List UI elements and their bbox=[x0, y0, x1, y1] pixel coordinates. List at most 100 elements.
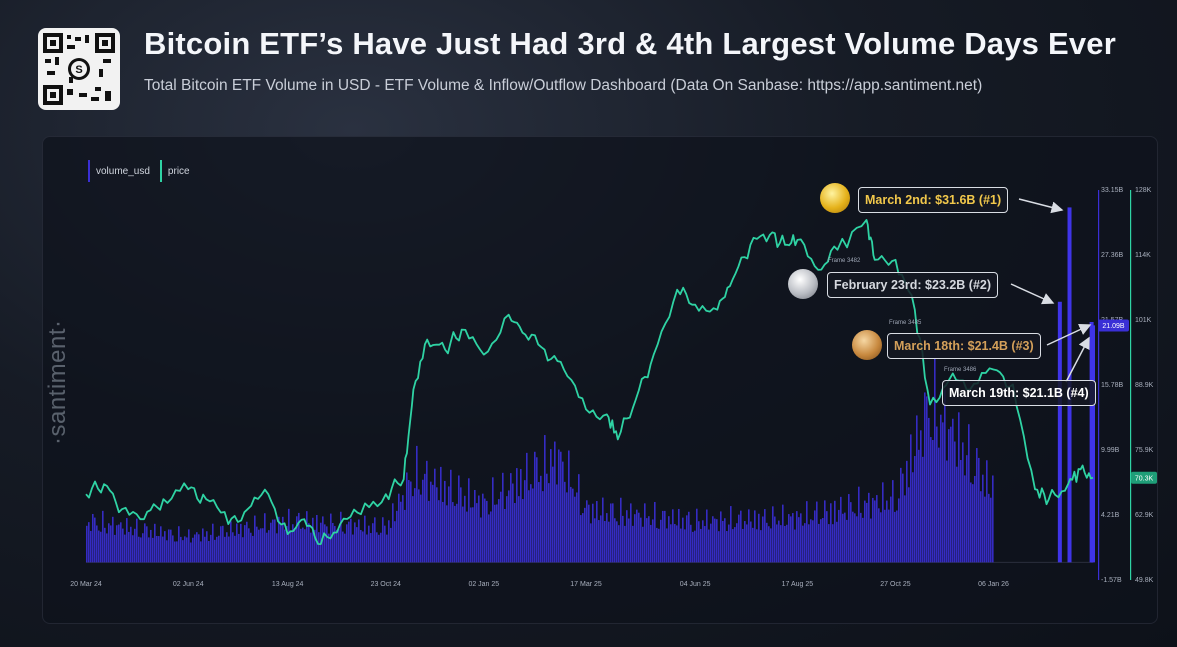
volume-bar bbox=[532, 488, 534, 563]
callout-arrow bbox=[1010, 283, 1055, 305]
volume-bar bbox=[848, 494, 850, 563]
volume-bar bbox=[464, 495, 466, 563]
volume-bar bbox=[956, 466, 958, 563]
volume-bar bbox=[362, 531, 364, 563]
x-axis-tick-label: 04 Jun 25 bbox=[680, 581, 711, 588]
volume-bar bbox=[92, 513, 94, 563]
volume-bar bbox=[216, 536, 218, 563]
volume-bar bbox=[944, 390, 946, 563]
volume-bar bbox=[334, 526, 336, 563]
volume-bar bbox=[318, 532, 320, 563]
volume-bar bbox=[540, 475, 542, 563]
volume-bar bbox=[676, 525, 678, 563]
volume-bar bbox=[336, 529, 338, 563]
legend-item-price[interactable]: price bbox=[159, 160, 190, 182]
volume-bar bbox=[316, 514, 318, 563]
volume-bar bbox=[418, 489, 420, 563]
volume-bar bbox=[732, 529, 734, 563]
volume-bar bbox=[638, 512, 640, 563]
volume-bar bbox=[960, 459, 962, 563]
volume-bar bbox=[610, 503, 612, 563]
volume-bar bbox=[456, 503, 458, 563]
volume-bar bbox=[132, 535, 134, 563]
volume-bar bbox=[346, 524, 348, 563]
volume-bar bbox=[846, 519, 848, 563]
volume-bar bbox=[908, 487, 910, 563]
volume-bar bbox=[940, 414, 942, 563]
volume-bar bbox=[618, 525, 620, 563]
volume-bar bbox=[158, 536, 160, 563]
volume-bar bbox=[214, 539, 216, 563]
volume-bar bbox=[822, 517, 824, 563]
volume-bar bbox=[970, 482, 972, 563]
volume-bar bbox=[248, 528, 250, 563]
volume-bar bbox=[258, 529, 260, 563]
volume-bar bbox=[422, 479, 424, 563]
volume-bar bbox=[924, 392, 926, 563]
volume-bar bbox=[460, 487, 462, 563]
volume-bar bbox=[920, 430, 922, 563]
volume-bar bbox=[682, 517, 684, 563]
volume-peak-bar bbox=[1091, 325, 1095, 563]
volume-bar bbox=[906, 460, 908, 563]
volume-bar bbox=[562, 461, 564, 563]
volume-bar bbox=[252, 535, 254, 563]
volume-bar bbox=[736, 523, 738, 563]
volume-bar bbox=[786, 524, 788, 563]
volume-bar bbox=[780, 525, 782, 563]
volume-bar bbox=[706, 509, 708, 563]
volume-bar bbox=[436, 487, 438, 563]
volume-bar bbox=[396, 510, 398, 563]
volume-bar bbox=[722, 520, 724, 563]
volume-bar bbox=[442, 501, 444, 563]
chart-legend: volume_usd price bbox=[88, 160, 190, 182]
volume-bar bbox=[364, 515, 366, 563]
volume-bar bbox=[546, 473, 548, 563]
volume-bar bbox=[644, 503, 646, 563]
x-axis-tick-label: 02 Jun 24 bbox=[173, 581, 204, 588]
x-axis-tick-label: 13 Aug 24 bbox=[272, 581, 304, 588]
volume-bar bbox=[952, 418, 954, 563]
volume-bar bbox=[884, 509, 886, 563]
volume-bar bbox=[550, 449, 552, 563]
volume-bar bbox=[948, 429, 950, 563]
volume-bar bbox=[494, 504, 496, 563]
volume-bar bbox=[724, 518, 726, 563]
volume-bar bbox=[386, 534, 388, 563]
qr-code: S bbox=[38, 28, 120, 110]
volume-bar bbox=[620, 497, 622, 563]
volume-bar bbox=[974, 475, 976, 563]
volume-bar bbox=[352, 534, 354, 563]
volume-bar bbox=[128, 531, 130, 563]
volume-bar bbox=[536, 457, 538, 563]
volume-bar bbox=[612, 503, 614, 563]
volume-bar bbox=[922, 456, 924, 563]
volume-bar bbox=[186, 537, 188, 563]
volume-bar bbox=[220, 526, 222, 563]
volume-bar bbox=[578, 474, 580, 563]
volume-bar bbox=[584, 507, 586, 563]
legend-item-volume[interactable]: volume_usd bbox=[88, 160, 150, 182]
volume-bar bbox=[102, 510, 104, 563]
callout-february-23rd: February 23rd: $23.2B (#2) bbox=[827, 272, 999, 298]
volume-bar bbox=[174, 541, 176, 563]
volume-axis-tick-label: 15.78B bbox=[1101, 382, 1124, 389]
volume-bar bbox=[702, 520, 704, 563]
volume-bar bbox=[380, 532, 382, 563]
volume-bar bbox=[914, 456, 916, 563]
callout-march-19th: March 19th: $21.1B (#4) bbox=[942, 380, 1096, 406]
legend-swatch-price bbox=[159, 160, 162, 182]
volume-bar bbox=[410, 481, 412, 563]
volume-bar bbox=[350, 518, 352, 563]
volume-bar bbox=[510, 473, 512, 563]
volume-bar bbox=[770, 528, 772, 563]
volume-bar bbox=[744, 521, 746, 563]
volume-bar bbox=[916, 415, 918, 563]
volume-bar bbox=[326, 526, 328, 563]
volume-bar bbox=[946, 460, 948, 563]
volume-bar bbox=[958, 412, 960, 563]
volume-bar bbox=[256, 526, 258, 563]
callout-february-23rd-text: February 23rd: $23.2B (#2) bbox=[834, 278, 992, 292]
volume-bar bbox=[588, 504, 590, 563]
volume-bar bbox=[800, 513, 802, 563]
